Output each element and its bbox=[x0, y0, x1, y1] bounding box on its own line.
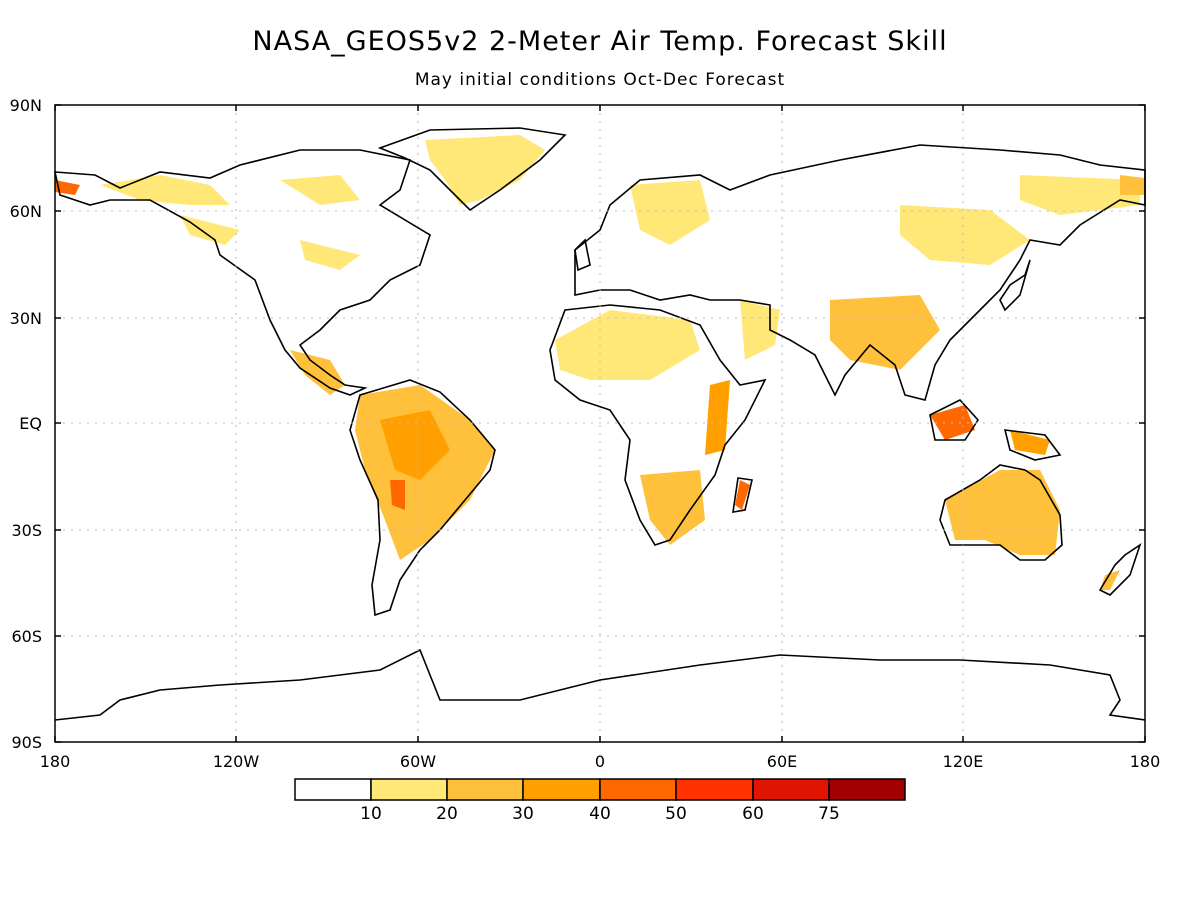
coast-north-america bbox=[53, 149, 431, 396]
colorbar-label-40: 40 bbox=[589, 804, 611, 824]
coast-madagascar bbox=[732, 477, 753, 513]
colorbar-box-2 bbox=[446, 778, 524, 801]
lat-label-30s: 30S bbox=[11, 521, 42, 540]
lat-label-90s: 90S bbox=[11, 733, 42, 752]
shade-canada bbox=[180, 215, 240, 245]
colorbar-box-5 bbox=[675, 778, 754, 801]
lat-label-60s: 60S bbox=[11, 627, 42, 646]
coast-new-zealand bbox=[1098, 543, 1142, 596]
colorbar: 10 20 30 40 50 60 75 bbox=[294, 778, 906, 824]
lon-label-60e: 60E bbox=[767, 752, 797, 771]
graticule bbox=[55, 105, 1145, 742]
skill-shading bbox=[55, 135, 1145, 590]
map-title: NASA_GEOS5v2 2-Meter Air Temp. Forecast … bbox=[252, 26, 948, 57]
lon-label-0: 0 bbox=[595, 752, 605, 771]
coast-new-guinea bbox=[1003, 429, 1062, 461]
lat-label-30n: 30N bbox=[10, 309, 42, 328]
lat-label-eq: EQ bbox=[19, 414, 42, 433]
shade-east-siberia bbox=[1020, 175, 1140, 215]
shade-southern-africa bbox=[640, 470, 705, 545]
colorbar-label-75: 75 bbox=[818, 804, 840, 824]
shade-scandinavia bbox=[630, 180, 710, 245]
shade-east-africa bbox=[705, 380, 730, 455]
shade-arabia bbox=[740, 300, 780, 360]
coast-antarctica bbox=[54, 648, 1146, 721]
colorbar-label-10: 10 bbox=[360, 804, 382, 824]
coast-africa bbox=[549, 304, 767, 546]
shade-chukotka-east bbox=[1120, 175, 1145, 195]
shade-south-america-core bbox=[380, 410, 450, 480]
shade-south-asia bbox=[830, 295, 940, 370]
shade-north-africa bbox=[555, 310, 700, 380]
colorbar-box-6 bbox=[752, 778, 830, 801]
lat-label-90n: 90N bbox=[10, 96, 42, 115]
coast-south-america bbox=[349, 379, 496, 617]
shade-siberia bbox=[900, 205, 1030, 265]
colorbar-label-60: 60 bbox=[742, 804, 764, 824]
shade-madagascar bbox=[735, 480, 750, 510]
colorbar-box-7 bbox=[828, 778, 906, 801]
colorbar-box-3 bbox=[522, 778, 601, 801]
coast-australia bbox=[939, 464, 1063, 561]
shade-mexico bbox=[290, 350, 345, 395]
axis-ticks bbox=[54, 104, 1146, 743]
lon-label-60w: 60W bbox=[400, 752, 436, 771]
shade-chukotka-west bbox=[55, 180, 80, 195]
colorbar-label-30: 30 bbox=[512, 804, 534, 824]
coast-greenland bbox=[377, 127, 567, 212]
lon-label-180w: 180 bbox=[40, 752, 71, 771]
lat-label-60n: 60N bbox=[10, 202, 42, 221]
lon-label-120e: 120E bbox=[943, 752, 984, 771]
coast-eurasia bbox=[574, 144, 1146, 401]
colorbar-label-20: 20 bbox=[436, 804, 458, 824]
colorbar-box-4 bbox=[599, 778, 677, 801]
lon-label-180e: 180 bbox=[1130, 752, 1161, 771]
shade-south-america-hot bbox=[390, 480, 405, 510]
shade-greenland bbox=[425, 135, 545, 205]
shade-canada-east bbox=[300, 240, 360, 270]
colorbar-box-1 bbox=[370, 778, 448, 801]
lon-label-120w: 120W bbox=[213, 752, 260, 771]
coast-borneo bbox=[929, 399, 980, 441]
colorbar-box-0 bbox=[294, 778, 372, 801]
coast-japan bbox=[999, 259, 1031, 312]
colorbar-label-50: 50 bbox=[665, 804, 687, 824]
coast-uk bbox=[574, 238, 591, 272]
shade-new-zealand bbox=[1100, 570, 1120, 590]
coastlines bbox=[53, 127, 1146, 721]
shade-canada-north bbox=[280, 175, 360, 205]
lon-labels: 180 120W 60W 0 60E 120E 180 bbox=[40, 752, 1161, 771]
shade-australia bbox=[945, 470, 1060, 555]
shade-new-guinea bbox=[1010, 430, 1050, 455]
map-subtitle: May initial conditions Oct-Dec Forecast bbox=[414, 70, 786, 90]
lat-labels: 90N 60N 30N EQ 30S 60S 90S bbox=[10, 96, 42, 752]
